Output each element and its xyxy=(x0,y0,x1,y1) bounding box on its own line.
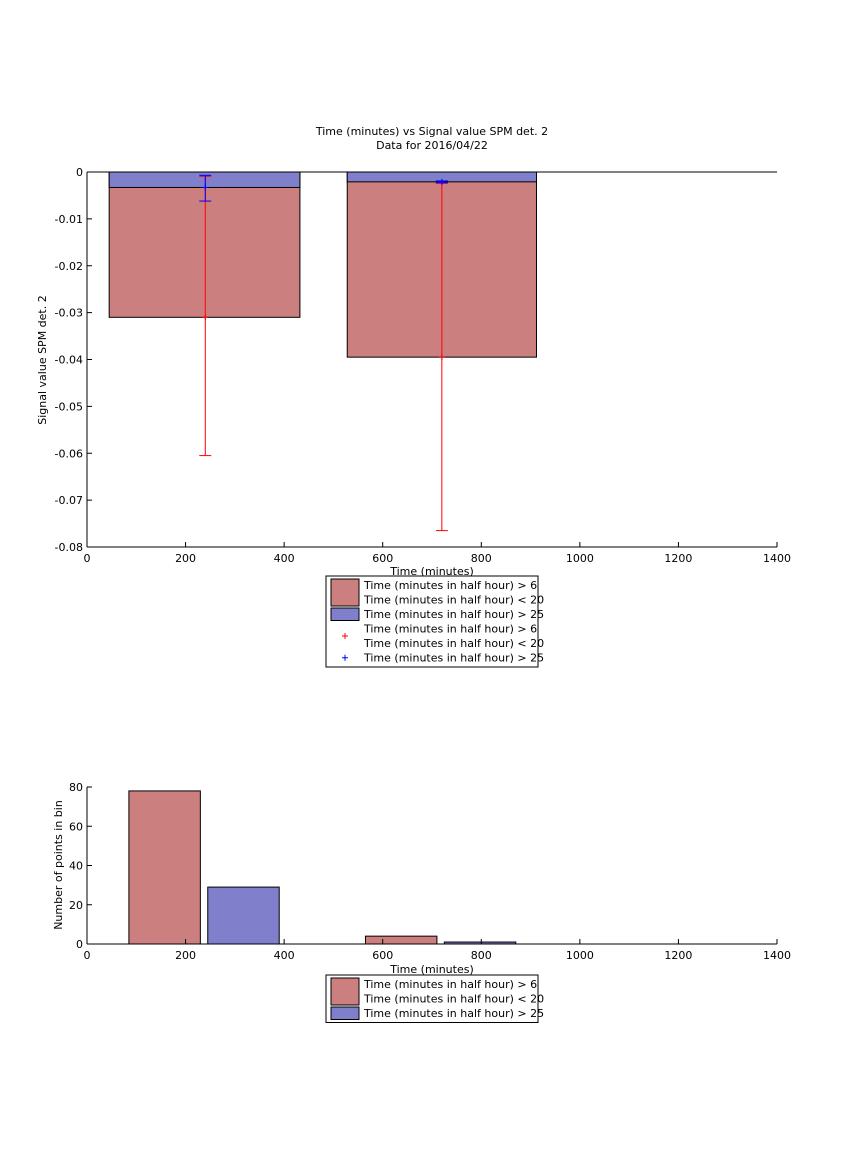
y-tick-label: -0.06 xyxy=(55,447,83,460)
x-tick-label: 200 xyxy=(175,949,196,962)
legend-box xyxy=(325,575,539,668)
count-chart: 0 200 400 600 800 1000 1200 1400 0 20 40 60 80 Time … xyxy=(52,781,791,1023)
legend-label: Time (minutes in half hour) > 25 xyxy=(363,1007,544,1020)
bar-series-0-0 xyxy=(128,790,201,945)
chart-title: Time (minutes) vs Signal value SPM det. … xyxy=(315,125,548,138)
x-tick-label: 1400 xyxy=(763,552,791,565)
bar-series-0-0 xyxy=(108,171,301,318)
chart-subtitle: Data for 2016/04/22 xyxy=(376,139,488,152)
legend: Time (minutes in half hour) > 6 Time (min… xyxy=(325,974,544,1023)
y-tick-label: 80 xyxy=(69,781,83,794)
y-tick-label: -0.03 xyxy=(55,307,83,320)
plot-area xyxy=(87,787,777,944)
signal-chart: Time (minutes) vs Signal value SPM det. … xyxy=(36,125,791,668)
legend-swatch xyxy=(330,607,360,621)
legend-label: Time (minutes in half hour) > 6 xyxy=(363,978,537,991)
x-tick-label: 800 xyxy=(471,552,492,565)
x-tick-label: 1400 xyxy=(763,949,791,962)
y-tick-label: -0.02 xyxy=(55,260,83,273)
y-tick-label: 0 xyxy=(76,938,83,951)
legend-entry-0: Time (minutes in half hour) > 6 Time (min… xyxy=(330,578,544,607)
x-tick-label: 1000 xyxy=(566,949,594,962)
legend-box xyxy=(325,974,539,1023)
legend-swatch xyxy=(330,977,360,1006)
error-bars-group xyxy=(199,174,448,532)
bar-series-0-1 xyxy=(364,935,438,945)
legend-entry-1: Time (minutes in half hour) > 25 xyxy=(330,1006,544,1020)
legend-swatch xyxy=(330,1006,360,1020)
x-tick-label: 400 xyxy=(274,552,295,565)
x-tick-label: 600 xyxy=(372,949,393,962)
legend-swatch xyxy=(330,578,360,607)
x-tick-label: 600 xyxy=(372,552,393,565)
y-tick-label: 0 xyxy=(76,166,83,179)
x-tick-label: 400 xyxy=(274,949,295,962)
legend-entry-3: Time (minutes in half hour) > 25 xyxy=(342,652,544,665)
legend-label: Time (minutes in half hour) > 25 xyxy=(363,608,544,621)
error-bar-1-0 xyxy=(199,174,212,202)
legend-label: Time (minutes in half hour) > 6 xyxy=(363,579,537,592)
legend-entry-0: Time (minutes in half hour) > 6 Time (min… xyxy=(330,977,544,1006)
y-tick-label: 60 xyxy=(69,820,83,833)
x-tick-label: 0 xyxy=(84,552,91,565)
y-tick-label: 40 xyxy=(69,860,83,873)
legend-label: Time (minutes in half hour) > 6 xyxy=(363,623,537,636)
error-bar-1-1 xyxy=(435,178,448,185)
legend-label: Time (minutes in half hour) > 25 xyxy=(363,652,544,665)
x-tick-label: 1200 xyxy=(664,949,692,962)
x-tick-label: 1200 xyxy=(664,552,692,565)
y-axis-label: Number of points in bin xyxy=(52,800,65,930)
bar-series-1-0 xyxy=(207,886,280,945)
legend-label: Time (minutes in half hour) < 20 xyxy=(363,594,544,607)
y-tick-label: 20 xyxy=(69,899,83,912)
legend-entry-1: Time (minutes in half hour) > 25 xyxy=(330,607,544,621)
axes-group: 0 200 400 600 800 1000 1200 1400 0 -0.01 -0.02 -0.0… xyxy=(55,166,791,565)
y-tick-label: -0.08 xyxy=(55,541,83,554)
y-tick-label: -0.04 xyxy=(55,354,83,367)
x-tick-label: 1000 xyxy=(566,552,594,565)
y-tick-label: -0.07 xyxy=(55,494,83,507)
y-tick-label: -0.05 xyxy=(55,400,83,413)
x-tick-label: 200 xyxy=(175,552,196,565)
x-tick-label: 800 xyxy=(471,949,492,962)
x-axis-label: Time (minutes) xyxy=(389,565,474,578)
x-axis-label: Time (minutes) xyxy=(389,963,474,976)
bar-series-1-0 xyxy=(108,171,301,188)
legend-label: Time (minutes in half hour) < 20 xyxy=(363,637,544,650)
legend-label: Time (minutes in half hour) < 20 xyxy=(363,993,544,1006)
axes-group: 0 200 400 600 800 1000 1200 1400 0 20 40 60 80 xyxy=(69,781,791,962)
x-tick-label: 0 xyxy=(84,949,91,962)
y-axis-label: Signal value SPM det. 2 xyxy=(36,295,49,425)
y-tick-label: -0.01 xyxy=(55,213,83,226)
